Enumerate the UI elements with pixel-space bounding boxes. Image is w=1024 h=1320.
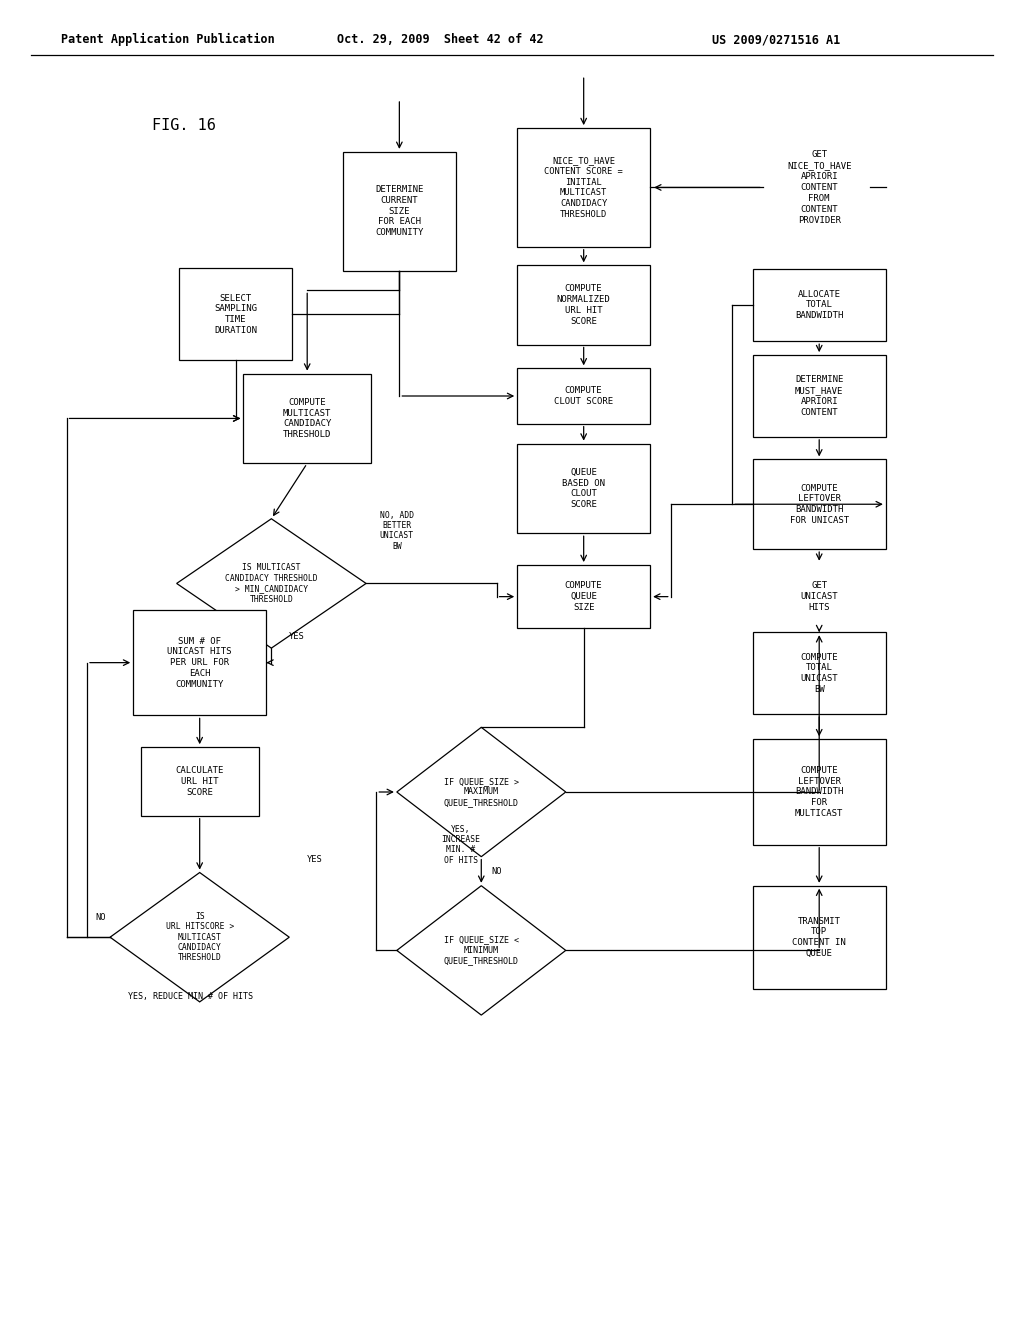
- FancyBboxPatch shape: [517, 265, 650, 345]
- Text: IF QUEUE_SIZE <
MINIMUM
QUEUE_THRESHOLD: IF QUEUE_SIZE < MINIMUM QUEUE_THRESHOLD: [443, 936, 519, 965]
- FancyBboxPatch shape: [343, 152, 456, 271]
- Text: COMPUTE
LEFTOVER
BANDWIDTH
FOR UNICAST: COMPUTE LEFTOVER BANDWIDTH FOR UNICAST: [790, 483, 849, 525]
- FancyBboxPatch shape: [753, 632, 886, 714]
- Text: IS MULTICAST
CANDIDACY THRESHOLD
> MIN_CANDIDACY
THRESHOLD: IS MULTICAST CANDIDACY THRESHOLD > MIN_C…: [225, 564, 317, 603]
- FancyBboxPatch shape: [753, 459, 886, 549]
- Text: SELECT
SAMPLING
TIME
DURATION: SELECT SAMPLING TIME DURATION: [214, 293, 257, 335]
- Text: NO: NO: [95, 913, 105, 921]
- Text: DETERMINE
CURRENT
SIZE
FOR EACH
COMMUNITY: DETERMINE CURRENT SIZE FOR EACH COMMUNIT…: [375, 185, 424, 238]
- Text: COMPUTE
CLOUT SCORE: COMPUTE CLOUT SCORE: [554, 387, 613, 405]
- FancyBboxPatch shape: [753, 739, 886, 845]
- Text: TRANSMIT
TOP
CONTENT IN
QUEUE: TRANSMIT TOP CONTENT IN QUEUE: [793, 916, 846, 958]
- Text: YES: YES: [307, 855, 323, 863]
- FancyBboxPatch shape: [244, 374, 371, 463]
- FancyBboxPatch shape: [753, 886, 886, 989]
- Text: FIG. 16: FIG. 16: [152, 117, 215, 133]
- Polygon shape: [396, 727, 565, 857]
- Text: QUEUE
BASED ON
CLOUT
SCORE: QUEUE BASED ON CLOUT SCORE: [562, 467, 605, 510]
- FancyBboxPatch shape: [179, 268, 292, 360]
- FancyBboxPatch shape: [141, 747, 258, 816]
- FancyBboxPatch shape: [517, 368, 650, 424]
- Text: IS
URL HITSCORE >
MULTICAST
CANDIDACY
THRESHOLD: IS URL HITSCORE > MULTICAST CANDIDACY TH…: [166, 912, 233, 962]
- FancyBboxPatch shape: [133, 610, 266, 715]
- Text: Patent Application Publication: Patent Application Publication: [61, 33, 275, 46]
- Text: NO: NO: [492, 867, 502, 875]
- Text: GET
UNICAST
HITS: GET UNICAST HITS: [801, 581, 838, 612]
- Text: YES, REDUCE MIN # OF HITS: YES, REDUCE MIN # OF HITS: [128, 993, 253, 1001]
- Text: SUM # OF
UNICAST HITS
PER URL FOR
EACH
COMMUNITY: SUM # OF UNICAST HITS PER URL FOR EACH C…: [168, 636, 231, 689]
- Text: COMPUTE
TOTAL
UNICAST
BW: COMPUTE TOTAL UNICAST BW: [801, 652, 838, 694]
- FancyBboxPatch shape: [517, 128, 650, 247]
- Text: COMPUTE
QUEUE
SIZE: COMPUTE QUEUE SIZE: [565, 581, 602, 612]
- Text: CALCULATE
URL HIT
SCORE: CALCULATE URL HIT SCORE: [175, 766, 224, 797]
- Text: US 2009/0271516 A1: US 2009/0271516 A1: [712, 33, 840, 46]
- Polygon shape: [396, 886, 565, 1015]
- Text: YES: YES: [289, 632, 305, 640]
- Text: GET
NICE_TO_HAVE
APRIORI
CONTENT
FROM
CONTENT
PROVIDER: GET NICE_TO_HAVE APRIORI CONTENT FROM CO…: [787, 149, 851, 226]
- Text: YES,
INCREASE
MIN. #
OF HITS: YES, INCREASE MIN. # OF HITS: [441, 825, 480, 865]
- FancyBboxPatch shape: [517, 565, 650, 628]
- Text: NICE_TO_HAVE
CONTENT SCORE =
INITIAL
MULTICAST
CANDIDACY
THRESHOLD: NICE_TO_HAVE CONTENT SCORE = INITIAL MUL…: [545, 156, 623, 219]
- Text: Oct. 29, 2009  Sheet 42 of 42: Oct. 29, 2009 Sheet 42 of 42: [337, 33, 544, 46]
- Text: DETERMINE
MUST_HAVE
APRIORI
CONTENT: DETERMINE MUST_HAVE APRIORI CONTENT: [795, 375, 844, 417]
- Polygon shape: [177, 519, 367, 648]
- FancyBboxPatch shape: [753, 268, 886, 341]
- Text: ALLOCATE
TOTAL
BANDWIDTH: ALLOCATE TOTAL BANDWIDTH: [795, 289, 844, 321]
- Text: COMPUTE
MULTICAST
CANDIDACY
THRESHOLD: COMPUTE MULTICAST CANDIDACY THRESHOLD: [283, 397, 332, 440]
- FancyBboxPatch shape: [753, 355, 886, 437]
- Text: COMPUTE
LEFTOVER
BANDWIDTH
FOR
MULTICAST: COMPUTE LEFTOVER BANDWIDTH FOR MULTICAST: [795, 766, 844, 818]
- Text: IF QUEUE_SIZE >
MAXIMUM
QUEUE_THRESHOLD: IF QUEUE_SIZE > MAXIMUM QUEUE_THRESHOLD: [443, 777, 519, 807]
- FancyBboxPatch shape: [517, 444, 650, 533]
- Polygon shape: [111, 873, 289, 1002]
- Text: NO, ADD
BETTER
UNICAST
BW: NO, ADD BETTER UNICAST BW: [380, 511, 414, 550]
- Text: COMPUTE
NORMALIZED
URL HIT
SCORE: COMPUTE NORMALIZED URL HIT SCORE: [557, 284, 610, 326]
